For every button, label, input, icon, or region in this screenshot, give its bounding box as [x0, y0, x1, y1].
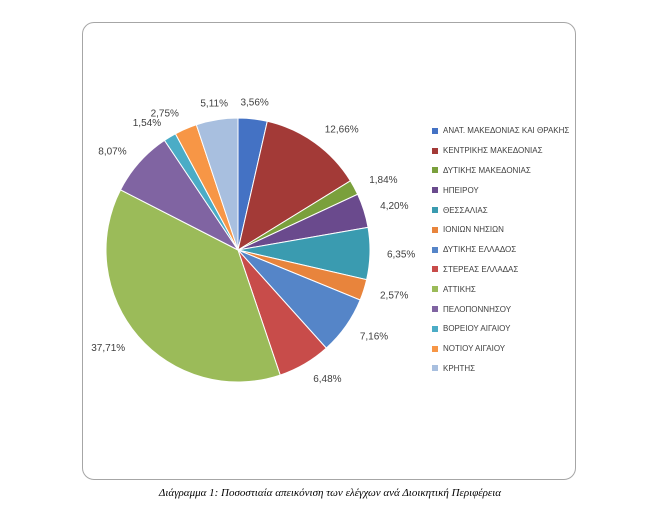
legend-item: ΚΕΝΤΡΙΚΗΣ ΜΑΚΕΔΟΝΙΑΣ [432, 141, 582, 161]
legend-item: ΑΝΑΤ. ΜΑΚΕΔΟΝΙΑΣ ΚΑΙ ΘΡΑΚΗΣ [432, 121, 582, 141]
data-label-2: 12,66% [325, 124, 359, 135]
legend-label: ΘΕΣΣΑΛΙΑΣ [443, 205, 488, 215]
legend-label: ΣΤΕΡΕΑΣ ΕΛΛΑΔΑΣ [443, 264, 519, 274]
data-label-12: 2,75% [151, 109, 179, 120]
legend-label: ΝΟΤΙΟΥ ΑΙΓΑΙΟΥ [443, 344, 506, 354]
legend-swatch [432, 207, 438, 214]
data-label-10: 8,07% [98, 147, 126, 158]
legend-item: ΗΠΕΙΡΟΥ [432, 180, 582, 200]
legend-item: ΝΟΤΙΟΥ ΑΙΓΑΙΟΥ [432, 339, 582, 359]
legend-swatch [432, 306, 438, 313]
data-label-9: 37,71% [91, 343, 125, 354]
legend-item: ΙΟΝΙΩΝ ΝΗΣΙΩΝ [432, 220, 582, 240]
legend-item: ΑΤΤΙΚΗΣ [432, 279, 582, 299]
data-label-4: 4,20% [380, 201, 408, 212]
legend-swatch [432, 365, 438, 372]
pie-slice-9 [105, 189, 281, 383]
legend-item: ΚΡΗΤΗΣ [432, 359, 582, 379]
data-label-1: 3,56% [240, 97, 268, 108]
legend-swatch [432, 246, 438, 253]
legend-label: ΔΥΤΙΚΗΣ ΕΛΛΑΔΟΣ [443, 245, 517, 255]
data-label-11: 1,54% [133, 118, 161, 129]
legend-swatch [432, 286, 438, 293]
legend-swatch [432, 325, 438, 332]
legend-swatch [432, 167, 438, 174]
legend-swatch [432, 187, 438, 194]
data-label-5: 6,35% [387, 250, 415, 261]
legend-item: ΔΥΤΙΚΗΣ ΕΛΛΑΔΟΣ [432, 240, 582, 260]
data-label-6: 2,57% [380, 291, 408, 302]
legend-label: ΔΥΤΙΚΗΣ ΜΑΚΕΔΟΝΙΑΣ [443, 165, 531, 175]
legend-swatch [432, 147, 438, 154]
legend-label: ΠΕΛΟΠΟΝΝΗΣΟΥ [443, 304, 512, 314]
legend-label: ΒΟΡΕΙΟΥ ΑΙΓΑΙΟΥ [443, 324, 511, 334]
pie-slice-2 [237, 120, 352, 252]
legend-swatch [432, 345, 438, 352]
legend-swatch [432, 127, 438, 134]
legend-label: ΗΠΕΙΡΟΥ [443, 185, 479, 195]
chart-legend: ΑΝΑΤ. ΜΑΚΕΔΟΝΙΑΣ ΚΑΙ ΘΡΑΚΗΣ ΚΕΝΤΡΙΚΗΣ ΜΑΚ… [432, 121, 582, 378]
legend-label: ΑΤΤΙΚΗΣ [443, 284, 476, 294]
legend-item: ΒΟΡΕΙΟΥ ΑΙΓΑΙΟΥ [432, 319, 582, 339]
legend-item: ΣΤΕΡΕΑΣ ΕΛΛΑΔΑΣ [432, 260, 582, 280]
legend-item: ΠΕΛΟΠΟΝΝΗΣΟΥ [432, 299, 582, 319]
legend-label: ΚΕΝΤΡΙΚΗΣ ΜΑΚΕΔΟΝΙΑΣ [443, 146, 543, 156]
data-label-8: 6,48% [313, 374, 341, 385]
data-label-13: 5,11% [200, 98, 228, 109]
pie-slice-13 [195, 117, 239, 251]
legend-swatch [432, 226, 438, 233]
legend-swatch [432, 266, 438, 273]
data-label-7: 7,16% [360, 331, 388, 342]
legend-label: ΑΝΑΤ. ΜΑΚΕΔΟΝΙΑΣ ΚΑΙ ΘΡΑΚΗΣ [443, 126, 570, 136]
data-label-3: 1,84% [369, 175, 397, 186]
legend-label: ΙΟΝΙΩΝ ΝΗΣΙΩΝ [443, 225, 504, 235]
legend-label: ΚΡΗΤΗΣ [443, 363, 476, 373]
legend-item: ΔΥΤΙΚΗΣ ΜΑΚΕΔΟΝΙΑΣ [432, 161, 582, 181]
pie-chart: 3,56% 12,66% 1,84% 4,20% 6,35% 2,57% 7,16% 6,48… [91, 97, 415, 385]
legend-item: ΘΕΣΣΑΛΙΑΣ [432, 200, 582, 220]
figure-caption: Διάγραμμα 1: Ποσοστιαία απεικόνιση των ε… [158, 487, 502, 499]
